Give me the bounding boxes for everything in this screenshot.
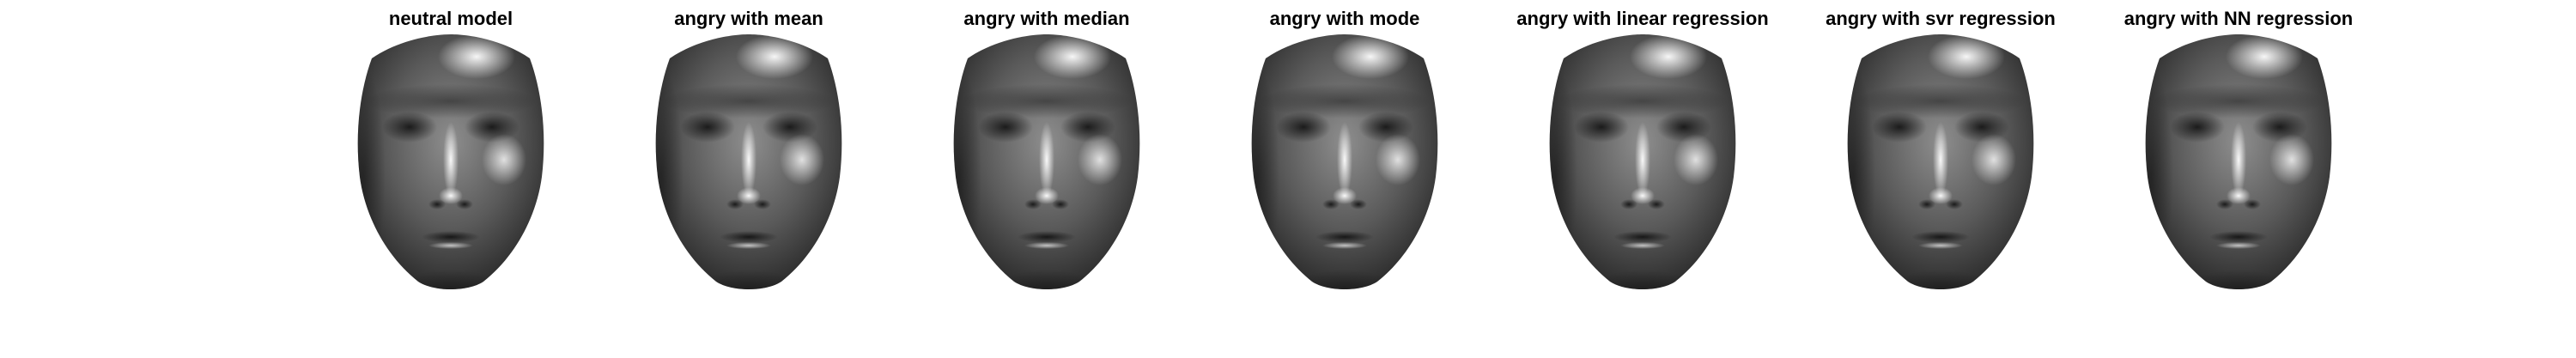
face-render-image (348, 31, 554, 297)
face-render-image (1242, 31, 1448, 297)
panel-title: angry with NN regression (2123, 8, 2354, 29)
panel-title: angry with mode (1269, 8, 1420, 29)
panel-angry-svr-regression: angry with svr regression (1795, 0, 2087, 358)
face-render-svg (1549, 34, 1736, 289)
face-render-image (646, 31, 852, 297)
face-render-svg (1251, 34, 1438, 289)
panel-neutral-model: neutral model (305, 0, 597, 358)
face-render-image (2136, 31, 2342, 297)
panel-title: angry with median (963, 8, 1130, 29)
face-render-image (944, 31, 1150, 297)
panel-angry-mean: angry with mean (603, 0, 895, 358)
face-render-svg (953, 34, 1140, 289)
panel-angry-mode: angry with mode (1199, 0, 1491, 358)
panel-title: neutral model (388, 8, 513, 29)
face-render-svg (2145, 34, 2332, 289)
face-render-svg (357, 34, 544, 289)
panel-angry-nn-regression: angry with NN regression (2093, 0, 2385, 358)
panel-title: angry with linear regression (1516, 8, 1769, 29)
panel-angry-linear-regression: angry with linear regression (1497, 0, 1789, 358)
panel-angry-median: angry with median (901, 0, 1193, 358)
face-render-image (1838, 31, 2044, 297)
face-render-svg (655, 34, 842, 289)
face-render-svg (1847, 34, 2034, 289)
face-render-image (1540, 31, 1746, 297)
panel-title: angry with svr regression (1826, 8, 2056, 29)
panel-title: angry with mean (674, 8, 823, 29)
